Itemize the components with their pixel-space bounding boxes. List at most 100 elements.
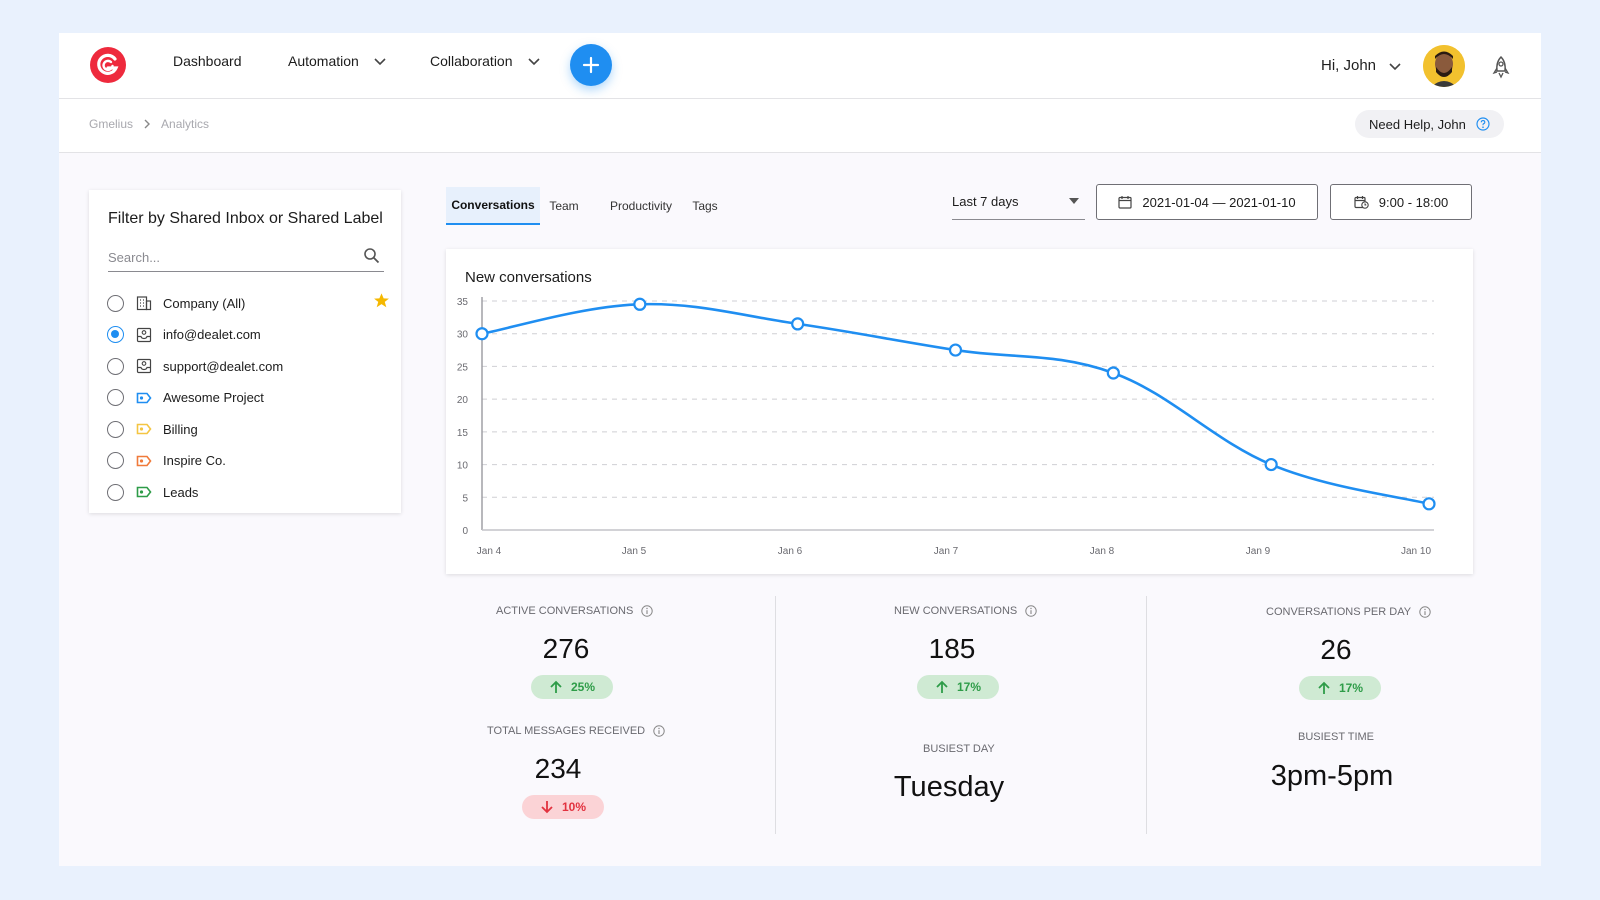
- radio-button[interactable]: [107, 294, 124, 312]
- y-tick-label: 10: [457, 461, 469, 472]
- help-button[interactable]: Need Help, John: [1355, 110, 1504, 138]
- radio-button[interactable]: [107, 452, 124, 469]
- info-icon[interactable]: [653, 725, 665, 737]
- data-point: [475, 327, 489, 341]
- filter-option[interactable]: Awesome Project: [107, 388, 264, 408]
- tab-productivity[interactable]: Productivity: [605, 187, 677, 225]
- building-icon: [136, 296, 152, 311]
- stat-total-value: 234: [534, 753, 582, 784]
- star-icon[interactable]: [373, 292, 390, 309]
- info-icon[interactable]: [1025, 605, 1037, 617]
- chevron-down-icon: [374, 58, 386, 66]
- calendar-icon: [1118, 196, 1132, 209]
- stat-per-day-change-badge: 17%: [1299, 676, 1381, 700]
- tab-label: Productivity: [609, 199, 673, 213]
- filter-option-label: Leads: [163, 484, 199, 500]
- user-photo-icon: [1423, 45, 1465, 87]
- busiest-time-value: 3pm-5pm: [1270, 760, 1394, 792]
- user-menu[interactable]: Hi, John: [1321, 57, 1402, 74]
- change-value: 17%: [956, 680, 982, 694]
- calendar-clock-icon: [1354, 196, 1369, 209]
- app-frame: Dashboard Automation Collaboration Hi, J…: [59, 33, 1541, 866]
- arrow-up-icon: [1318, 681, 1330, 694]
- filter-title: Filter by Shared Inbox or Shared Label: [108, 210, 383, 227]
- y-tick-label: 35: [457, 297, 469, 308]
- stat-new-value: 185: [928, 633, 976, 664]
- data-point: [1264, 457, 1278, 472]
- nav-automation[interactable]: Automation: [288, 53, 387, 69]
- gmelius-logo-icon[interactable]: [89, 46, 127, 84]
- x-tick-label: Jan 10: [1401, 546, 1431, 557]
- info-icon[interactable]: [1419, 606, 1431, 618]
- filter-option[interactable]: info@dealet.com: [107, 325, 261, 345]
- busiest-day-value: Tuesday: [893, 771, 1005, 803]
- nav-dashboard[interactable]: Dashboard: [173, 53, 242, 69]
- filter-option[interactable]: Inspire Co.: [107, 451, 226, 471]
- stat-active-value: 276: [542, 633, 590, 664]
- tab-team[interactable]: Team: [546, 187, 582, 225]
- tab-label: Tags: [692, 199, 718, 213]
- stat-label-text: TOTAL MESSAGES RECEIVED: [487, 725, 646, 737]
- stat-label-text: BUSIEST DAY: [923, 743, 995, 755]
- stat-new-change-badge: 17%: [917, 675, 999, 699]
- radio-button[interactable]: [107, 483, 124, 501]
- filter-option-label: Awesome Project: [163, 390, 264, 405]
- line-chart: 0 5 10 15 20 25 30 35 Jan 4 Jan 5 Jan 6 Jan 7 Jan 8 J…: [457, 297, 1436, 557]
- date-preset-value: Last 7 days: [952, 194, 1019, 209]
- label-icon: [136, 455, 152, 466]
- filter-option[interactable]: Billing: [107, 419, 198, 439]
- stat-per-day-value: 26: [1320, 634, 1352, 665]
- new-conversations-chart-card: New conversations 0 5 10 15 20 25 30 35 Jan 4 Jan…: [446, 249, 1473, 574]
- x-tick-label: Jan 9: [1246, 546, 1271, 557]
- breadcrumb: Gmelius Analytics: [89, 117, 209, 131]
- arrow-down-icon: [541, 801, 553, 814]
- label-icon: [136, 392, 152, 403]
- radio-button[interactable]: [107, 326, 124, 343]
- tab-conversations[interactable]: Conversations: [446, 187, 540, 225]
- avatar[interactable]: [1423, 45, 1465, 87]
- label-icon: [136, 423, 152, 435]
- radio-button[interactable]: [107, 389, 124, 406]
- stat-active-change-badge: 25%: [531, 675, 613, 699]
- filter-option[interactable]: Company (All): [107, 293, 245, 313]
- radio-button[interactable]: [107, 357, 124, 375]
- filter-option-label: info@dealet.com: [163, 327, 261, 342]
- stat-total-label: TOTAL MESSAGES RECEIVED: [487, 725, 665, 737]
- filter-search-input[interactable]: Search...: [108, 244, 384, 272]
- y-tick-label: 20: [457, 395, 469, 406]
- date-range-value: 2021-01-04 — 2021-01-10: [1142, 194, 1296, 210]
- y-tick-label: 25: [457, 362, 469, 373]
- change-value: 25%: [570, 680, 596, 694]
- nav-collaboration-label: Collaboration: [430, 53, 513, 69]
- arrow-up-icon: [550, 680, 562, 693]
- arrow-up-icon: [936, 680, 948, 693]
- stat-label-text: ACTIVE CONVERSATIONS: [496, 605, 634, 617]
- chart-title: New conversations: [465, 269, 592, 286]
- date-preset-select[interactable]: Last 7 days: [952, 190, 1085, 220]
- working-hours-picker[interactable]: 9:00 - 18:00: [1330, 184, 1472, 220]
- data-point: [791, 317, 805, 331]
- rocket-icon[interactable]: [1491, 55, 1511, 79]
- breadcrumb-root[interactable]: Gmelius: [89, 117, 134, 131]
- sub-header: Gmelius Analytics Need Help, John: [59, 99, 1541, 153]
- tab-tags[interactable]: Tags: [687, 187, 723, 225]
- chevron-right-icon: [144, 119, 151, 129]
- inbox-filter-panel: Filter by Shared Inbox or Shared Label S…: [89, 190, 401, 513]
- filter-option[interactable]: support@dealet.com: [107, 356, 283, 376]
- stat-label-text: BUSIEST TIME: [1298, 731, 1375, 743]
- nav-collaboration[interactable]: Collaboration: [430, 53, 541, 69]
- radio-button[interactable]: [107, 420, 124, 438]
- divider: [1146, 596, 1147, 834]
- label-icon: [136, 486, 152, 498]
- stat-busiest-day-label: BUSIEST DAY: [923, 743, 995, 755]
- data-point: [633, 297, 647, 311]
- nav-automation-label: Automation: [288, 53, 359, 69]
- date-range-picker[interactable]: 2021-01-04 — 2021-01-10: [1096, 184, 1318, 220]
- info-icon[interactable]: [641, 605, 654, 617]
- chevron-down-icon: [1389, 62, 1401, 70]
- nav-dashboard-label: Dashboard: [173, 53, 242, 69]
- breadcrumb-current: Analytics: [161, 117, 210, 131]
- filter-option[interactable]: Leads: [107, 482, 198, 502]
- stat-total-change-badge: 10%: [522, 795, 604, 819]
- create-new-button[interactable]: [570, 44, 612, 86]
